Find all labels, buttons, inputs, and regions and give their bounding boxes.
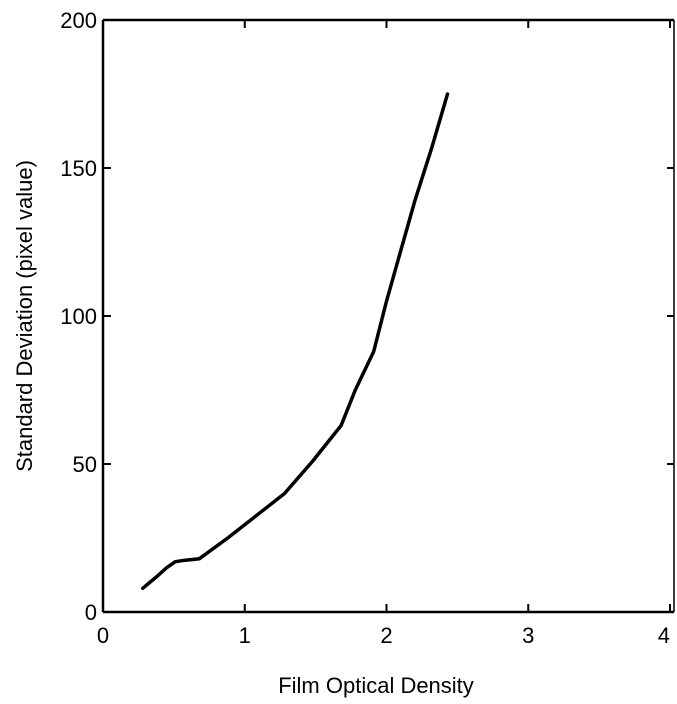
series-layer xyxy=(140,92,450,591)
y-tick-label: 0 xyxy=(85,600,97,625)
x-axis-title: Film Optical Density xyxy=(278,673,474,698)
y-tick-label: 100 xyxy=(60,304,97,329)
x-ticks: 0 1 2 3 4 xyxy=(97,20,671,648)
y-tick-label: 200 xyxy=(60,8,97,33)
y-ticks: 0 50 100 150 200 xyxy=(60,8,674,625)
x-tick-label: 0 xyxy=(97,623,109,648)
y-tick-label: 50 xyxy=(73,452,97,477)
y-axis-title: Standard Deviation (pixel value) xyxy=(12,160,37,472)
y-tick-label: 150 xyxy=(60,156,97,181)
x-tick-label: 2 xyxy=(380,623,392,648)
x-tick-label: 4 xyxy=(658,623,670,648)
x-tick-label: 1 xyxy=(239,623,251,648)
series-line xyxy=(140,92,450,591)
x-tick-label: 3 xyxy=(522,623,534,648)
plot-frame xyxy=(101,18,675,614)
